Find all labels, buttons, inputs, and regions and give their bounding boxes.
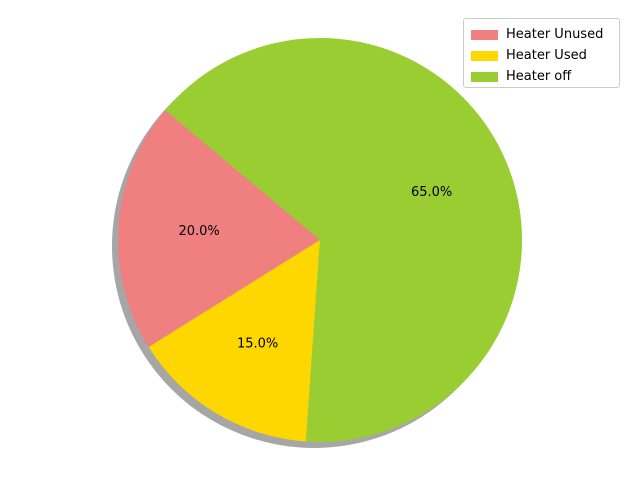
- legend-item-heater-off: Heater off: [471, 66, 619, 87]
- pie-label-heater-off: 65.0%: [411, 185, 452, 200]
- pie-labels: 20.0% 15.0% 65.0%: [178, 185, 452, 351]
- legend-label-heater-used: Heater Used: [506, 48, 587, 63]
- pie-slice-heater-off: [165, 38, 523, 443]
- legend-swatch-heater-off: [471, 71, 498, 82]
- legend-swatch-heater-unused: [471, 29, 498, 40]
- legend-swatch-heater-used: [471, 50, 498, 61]
- legend: Heater Unused Heater Used Heater off: [463, 18, 620, 88]
- pie-slice-heater-used: [148, 240, 320, 442]
- pie-label-heater-unused: 20.0%: [178, 224, 219, 239]
- pie-slices: [118, 38, 523, 443]
- legend-item-heater-unused: Heater Unused: [471, 24, 619, 45]
- pie-label-heater-used: 15.0%: [237, 336, 278, 351]
- legend-label-heater-unused: Heater Unused: [506, 27, 604, 42]
- legend-label-heater-off: Heater off: [506, 69, 572, 84]
- legend-item-heater-used: Heater Used: [471, 45, 619, 66]
- pie-slice-heater-unused: [118, 110, 320, 348]
